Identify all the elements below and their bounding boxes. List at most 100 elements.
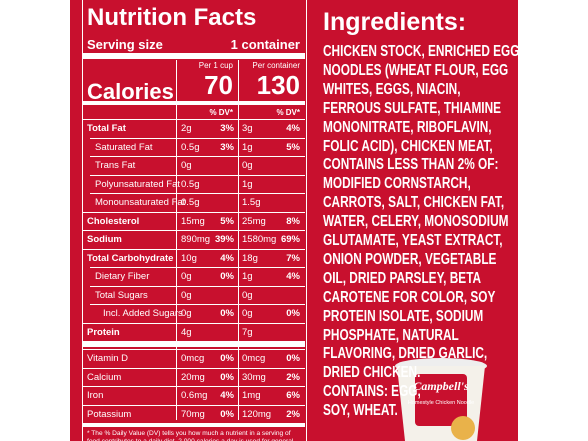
- amount: 0g: [242, 289, 253, 301]
- nutrient-name: Protein: [87, 326, 120, 338]
- ingredients-line: WHITES, EGGS, NIACIN,: [323, 80, 461, 98]
- ingredients-line: FERROUS SULFATE, THIAMINE: [323, 99, 502, 117]
- footnote: * The % Daily Value (DV) tells you how m…: [87, 430, 293, 441]
- product-brand: Campbell's: [413, 379, 469, 393]
- product-name: Homestyle Chicken Noodle: [408, 400, 474, 406]
- nutrient-name: Monounsaturated Fat: [95, 197, 186, 208]
- amount: 0g: [181, 308, 192, 319]
- amount: 70mg: [181, 408, 205, 420]
- daily-value: 0%: [220, 308, 234, 319]
- ingredients-line: FOLIC ACID), CHICKEN MEAT,: [323, 137, 493, 155]
- nutrient-name: Polyunsaturated Fat: [95, 178, 181, 190]
- amount: 890mg: [181, 234, 211, 245]
- daily-value: 69%: [280, 234, 300, 245]
- rule: [82, 386, 305, 387]
- rule: [82, 119, 305, 120]
- daily-value: 0%: [220, 371, 234, 383]
- rule: [82, 404, 305, 406]
- rule: [82, 349, 305, 350]
- daily-value: 2%: [286, 408, 300, 420]
- ingredients-line: MONONITRATE, RIBOFLAVIN,: [323, 118, 492, 136]
- amount: 1g: [242, 271, 253, 282]
- daily-value: 0%: [286, 308, 300, 319]
- nutrient-name: Dietary Fiber: [95, 271, 150, 282]
- rule: [82, 211, 305, 213]
- ingredients-heading: Ingredients:: [323, 8, 467, 36]
- rule: [82, 322, 305, 324]
- daily-value: 4%: [286, 271, 300, 282]
- amount: 1mg: [242, 390, 261, 401]
- daily-value: 0%: [220, 408, 234, 420]
- nutrient-name: Total Fat: [87, 123, 126, 134]
- ingredients-line: CHICKEN STOCK, ENRICHED EGG: [323, 43, 520, 60]
- nutrient-name: Saturated Fat: [95, 141, 153, 153]
- nutrient-name: Vitamin D: [87, 353, 129, 364]
- daily-value: 4%: [286, 123, 300, 134]
- product-image: Campbell's Homestyle Chicken Noodle: [395, 358, 487, 441]
- column-header: Per 1 cup: [198, 61, 233, 70]
- nutrient-name: Incl. Added Sugars: [103, 308, 183, 319]
- daily-value: 8%: [286, 215, 300, 227]
- amount: 120mg: [242, 408, 272, 420]
- ingredients-line: WATER, CELERY, MONOSODIUM: [323, 213, 509, 231]
- amount: 0mcg: [181, 353, 205, 364]
- ingredients-line: PHOSPHATE, NATURAL: [323, 326, 459, 344]
- rule: [82, 248, 305, 250]
- ingredients-line: NOODLES (WHEAT FLOUR, EGG: [323, 61, 509, 79]
- nutrient-name: Total Carbohydrate: [87, 252, 174, 264]
- daily-value: 0%: [220, 271, 234, 282]
- rule: [90, 156, 305, 157]
- amount: 3g: [242, 123, 253, 134]
- amount: 7g: [242, 326, 253, 338]
- daily-value: 5%: [220, 215, 234, 227]
- daily-value: 4%: [220, 390, 234, 401]
- ingredients-line: PROTEIN ISOLATE, SODIUM: [323, 307, 484, 325]
- amount: 0.6mg: [181, 390, 208, 401]
- ingredients-line: DRIED CHICKEN.: [323, 364, 421, 382]
- rule: [82, 423, 305, 427]
- dv-header: % DV*: [209, 108, 233, 117]
- amount: 25mg: [242, 215, 266, 227]
- daily-value: 3%: [220, 141, 234, 153]
- nutrient-name: Iron: [87, 390, 104, 401]
- amount: 1580mg: [242, 234, 277, 245]
- rule: [82, 230, 305, 231]
- rule: [82, 341, 305, 347]
- amount: 0.5g: [181, 178, 200, 190]
- amount: 4g: [181, 326, 192, 338]
- amount: 15mg: [181, 215, 205, 227]
- amount: 20mg: [181, 371, 205, 383]
- amount: 0mcg: [242, 353, 266, 364]
- serving-size: 1 container: [230, 37, 300, 52]
- ingredients-line: SOY, WHEAT.: [323, 402, 398, 420]
- daily-value: 3%: [220, 123, 234, 134]
- daily-value: 7%: [286, 252, 300, 264]
- amount: 0g: [181, 289, 192, 301]
- ingredients-line: GLUTAMATE, YEAST EXTRACT,: [323, 232, 503, 249]
- calories-label: Calories: [87, 79, 174, 104]
- amount: 0g: [242, 160, 253, 171]
- amount: 0.5g: [181, 197, 200, 208]
- rule: [90, 193, 305, 194]
- calories-value: 130: [256, 70, 300, 100]
- daily-value: 39%: [214, 234, 234, 245]
- ingredients-line: CAROTENE FOR COLOR, SOY: [323, 288, 496, 306]
- amount: 10g: [181, 252, 197, 264]
- amount: 1g: [242, 141, 253, 153]
- ingredients-line: OIL, DRIED PARSLEY, BETA: [323, 269, 482, 287]
- daily-value: 2%: [286, 371, 300, 383]
- ingredients-line: CARROTS, SALT, CHICKEN FAT,: [323, 194, 505, 212]
- daily-value: 6%: [286, 390, 300, 401]
- rule: [90, 137, 305, 139]
- rule: [82, 101, 305, 105]
- column-header: Per container: [252, 61, 300, 70]
- serving-size-label: Serving size: [87, 37, 163, 52]
- dv-header: % DV*: [276, 108, 300, 117]
- ingredients-line: CONTAINS LESS THAN 2% OF:: [323, 156, 499, 174]
- nutrient-name: Total Sugars: [95, 289, 148, 301]
- amount: 0.5g: [181, 141, 200, 153]
- nutrient-name: Potassium: [87, 408, 132, 420]
- nutrition-title: Nutrition Facts: [87, 4, 257, 31]
- nutrient-name: Sodium: [87, 234, 122, 245]
- rule: [82, 367, 305, 369]
